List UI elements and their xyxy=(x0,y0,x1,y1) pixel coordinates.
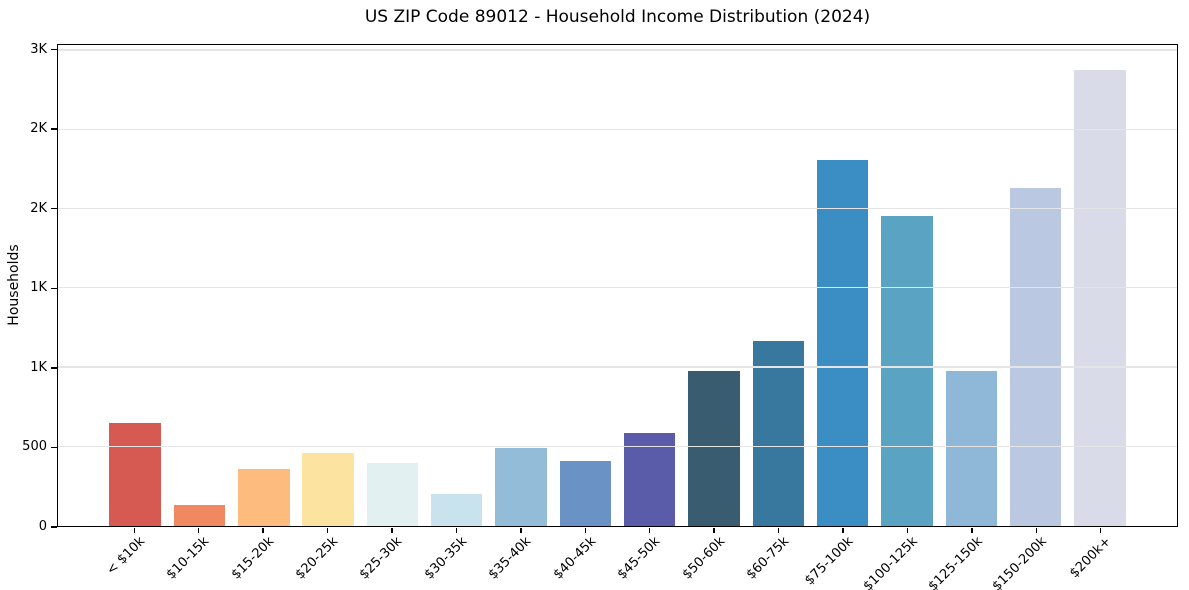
x-tick-label-text: $125-150k xyxy=(925,534,986,590)
bars-layer xyxy=(58,45,1177,526)
x-tick-label-text: $40-45k xyxy=(550,534,599,583)
y-tick-mark xyxy=(51,287,57,289)
bar-slot xyxy=(489,45,553,526)
y-tick-mark xyxy=(51,48,57,51)
bar xyxy=(109,423,161,526)
bar-slot xyxy=(1003,45,1067,526)
x-tick-label-text: $60-75k xyxy=(743,534,793,583)
bar xyxy=(623,432,676,526)
chart-title: US ZIP Code 89012 - Household Income Dis… xyxy=(364,7,871,27)
x-tick-mark xyxy=(391,528,393,533)
x-tick-mark xyxy=(262,528,264,533)
y-tick-label: 2K xyxy=(30,121,47,137)
x-tick-mark xyxy=(326,528,329,533)
x-tick-mark xyxy=(842,528,844,533)
x-tick-label-text: $100-125k xyxy=(860,534,922,590)
y-tick-mark xyxy=(51,446,57,449)
y-tick-label: 1K xyxy=(30,280,47,296)
bar-slot xyxy=(103,45,167,526)
y-tick-label: 0 xyxy=(38,519,47,534)
x-tick-mark xyxy=(906,528,909,533)
bar-slot xyxy=(1068,45,1132,526)
x-tick-mark xyxy=(133,528,135,533)
x-tick-label-text: $35-40k xyxy=(485,534,535,583)
plot-area xyxy=(57,44,1178,527)
x-tick-label-text: $25-30k xyxy=(357,534,406,583)
y-tick-mark xyxy=(51,367,57,369)
bar xyxy=(302,453,354,526)
bar xyxy=(238,468,290,526)
bar-slot xyxy=(939,45,1003,526)
bar xyxy=(173,505,226,526)
x-tick-mark xyxy=(455,528,458,533)
bar xyxy=(945,371,997,526)
x-tick-label-text: $20-25k xyxy=(292,534,342,583)
bar xyxy=(881,216,933,526)
bar-slot xyxy=(296,45,360,526)
x-tick-label-text: $15-20k xyxy=(228,534,277,583)
x-tick-label-text: $30-35k xyxy=(421,534,471,583)
x-tick-mark xyxy=(1100,528,1102,533)
x-tick-label-text: $150-200k xyxy=(989,534,1050,590)
x-tick-label-text: $45-50k xyxy=(614,534,664,583)
bar xyxy=(559,461,612,526)
x-tick-mark xyxy=(584,528,586,533)
x-tick-label-text: < $10k xyxy=(103,534,148,579)
x-tick-mark xyxy=(971,528,973,533)
bar-slot xyxy=(810,45,874,526)
bar-slot xyxy=(553,45,617,526)
bar-slot xyxy=(618,45,682,526)
x-tick-label-text: $200k+ xyxy=(1067,534,1115,582)
bar xyxy=(366,463,419,526)
y-tick-mark xyxy=(51,526,57,528)
bar-slot xyxy=(232,45,296,526)
x-tick-mark xyxy=(1035,528,1038,533)
bar-slot xyxy=(875,45,939,526)
bar-slot xyxy=(425,45,489,526)
bar xyxy=(495,448,547,526)
bar-slot xyxy=(746,45,810,526)
x-tick-mark xyxy=(777,528,780,533)
bar xyxy=(688,371,740,526)
x-tick-label-text: $75-100k xyxy=(802,534,857,589)
y-tick-label: 1K xyxy=(30,359,47,375)
bar-slot xyxy=(360,45,424,526)
y-tick-label: 500 xyxy=(22,439,47,455)
x-tick-label-text: $50-60k xyxy=(679,534,728,583)
bar xyxy=(752,340,804,526)
y-tick-label: 3K xyxy=(30,41,47,57)
bar-slot xyxy=(167,45,231,526)
y-tick-label: 2K xyxy=(30,200,47,216)
x-tick-mark xyxy=(649,528,651,533)
y-tick-mark xyxy=(51,128,57,130)
bar xyxy=(431,493,483,526)
bar-slot xyxy=(682,45,746,526)
x-tick-mark xyxy=(713,528,715,533)
bar xyxy=(1074,69,1126,526)
x-tick-mark xyxy=(197,528,200,533)
x-tick-mark xyxy=(520,528,522,533)
bar xyxy=(816,159,869,526)
y-tick-mark xyxy=(51,208,57,210)
x-tick-label-text: $10-15k xyxy=(163,534,213,583)
bar xyxy=(1009,188,1062,526)
